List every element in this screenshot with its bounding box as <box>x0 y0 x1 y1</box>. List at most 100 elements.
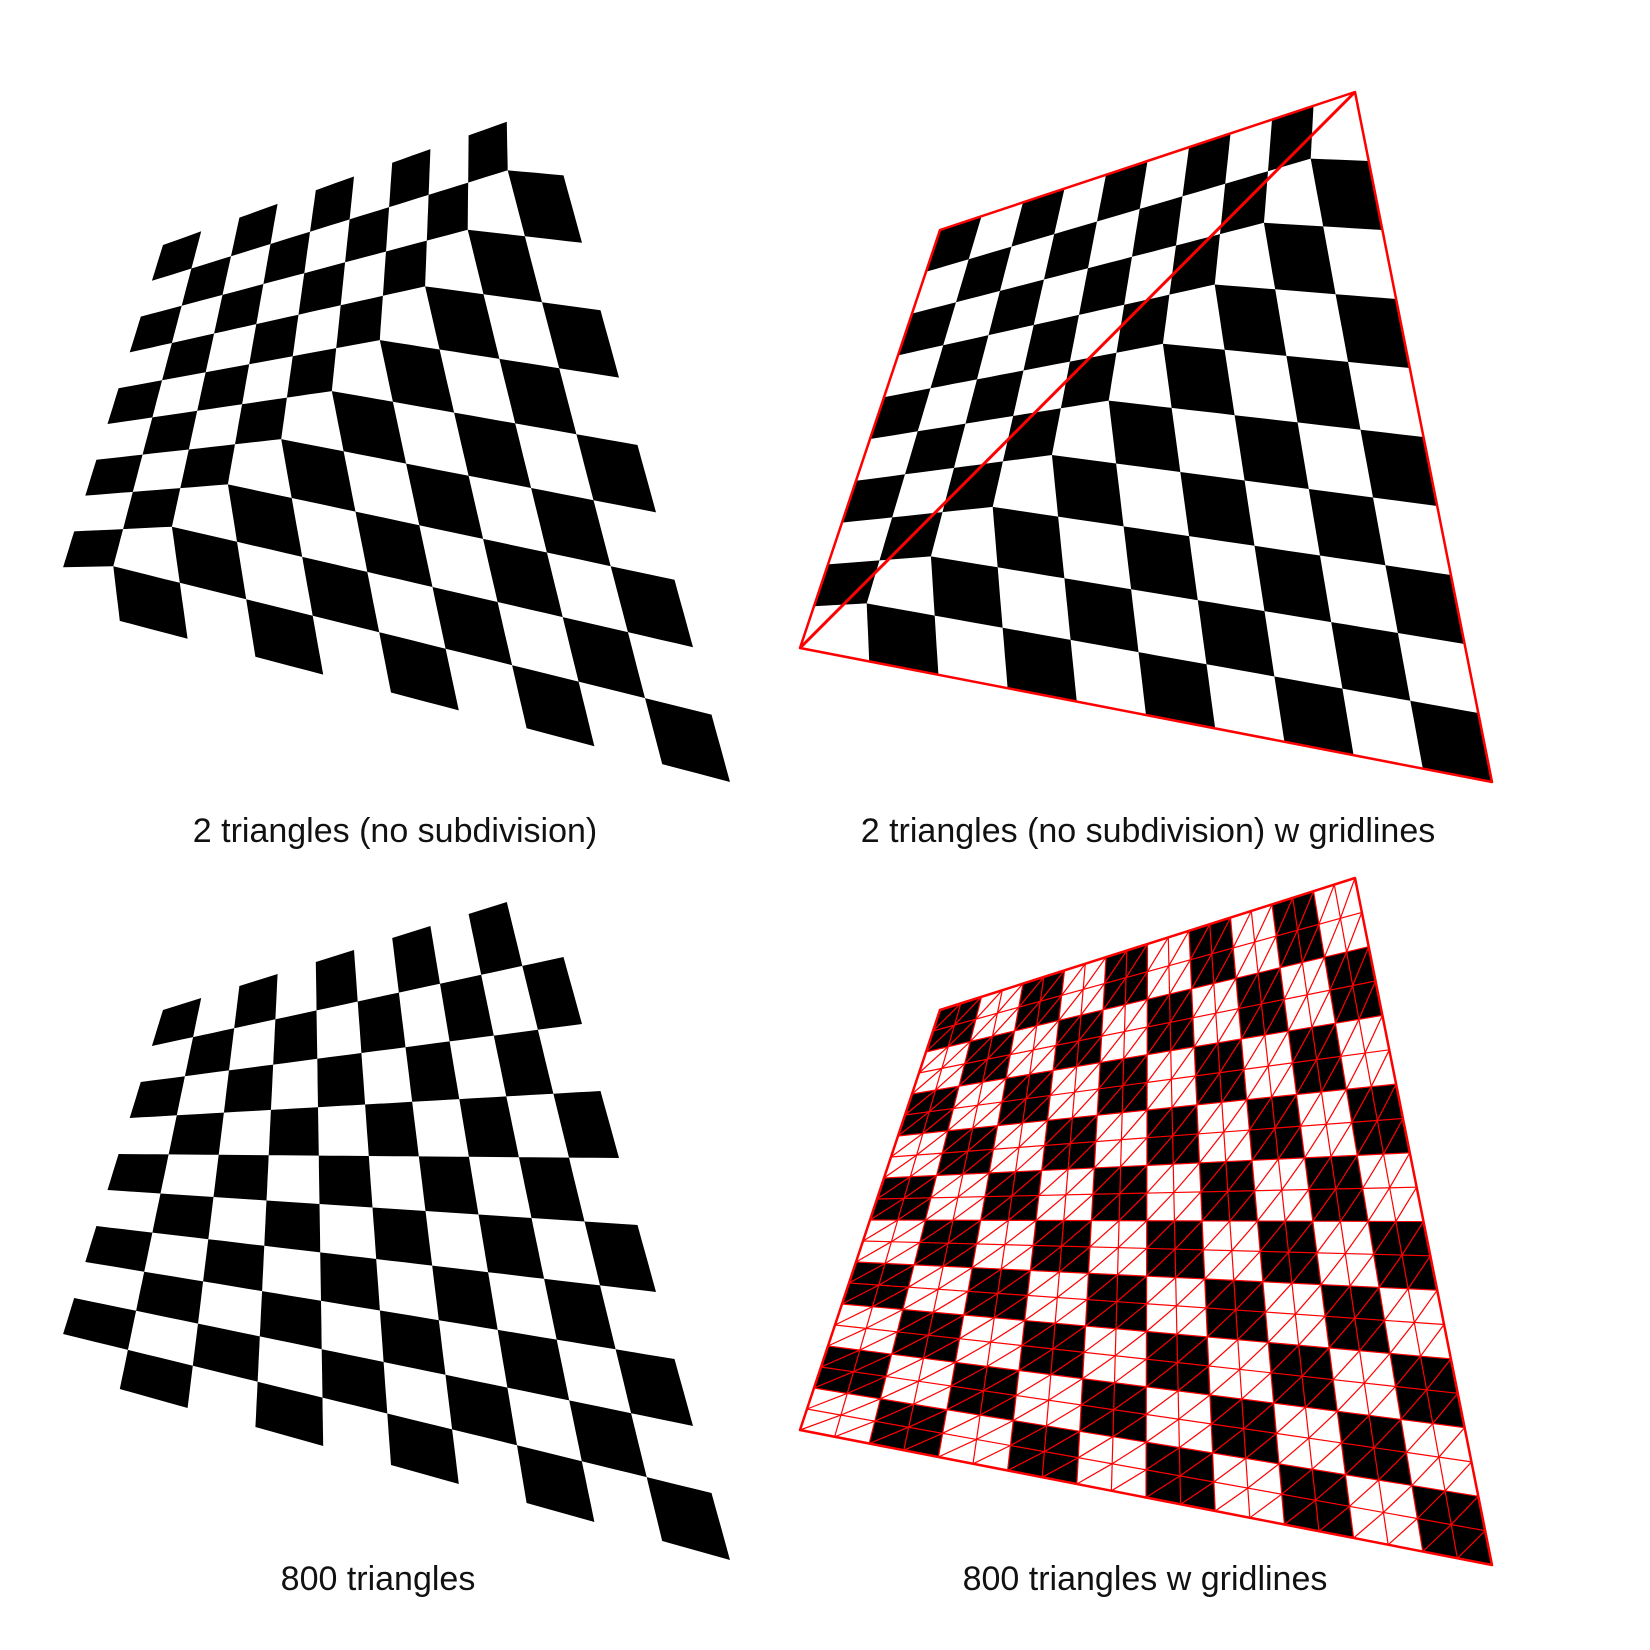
checker-square <box>992 506 1065 579</box>
grid-line-diagonal <box>1274 1094 1298 1129</box>
checker-square <box>1162 343 1235 416</box>
grid-line-diagonal <box>1027 1271 1060 1296</box>
grid-line-diagonal <box>1145 1418 1180 1443</box>
checker-square <box>1169 234 1220 295</box>
grid-line-diagonal <box>913 1242 949 1266</box>
grid-line-diagonal <box>1247 1463 1280 1489</box>
grid-line-diagonal <box>1146 1305 1177 1332</box>
grid-line-diagonal <box>1241 1372 1272 1400</box>
grid-line-diagonal <box>1145 1447 1180 1471</box>
grid-line-diagonal <box>1325 1089 1347 1125</box>
checker-square <box>406 463 484 539</box>
grid-line-diagonal <box>1400 1389 1428 1420</box>
grid-line-diagonal <box>1173 1162 1200 1193</box>
checker-square <box>905 423 966 475</box>
grid-line-diagonal <box>840 1398 881 1416</box>
grid-line-diagonal <box>1346 912 1363 953</box>
grid-line-diagonal <box>1044 1430 1080 1453</box>
checker-square <box>259 1291 322 1350</box>
grid-line-diagonal <box>1318 884 1335 925</box>
checker-square <box>184 1028 235 1077</box>
checker-square <box>645 698 730 782</box>
grid-line-diagonal <box>1172 1133 1199 1165</box>
grid-line-diagonal <box>1426 1358 1452 1391</box>
checker-square <box>302 556 380 633</box>
grid-line-diagonal <box>1013 1399 1049 1422</box>
grid-line-diagonal <box>1221 1068 1245 1103</box>
grid-line-diagonal <box>1210 1398 1243 1425</box>
checker-square <box>234 974 278 1029</box>
grid-line-diagonal <box>1270 1344 1300 1374</box>
grid-line-diagonal <box>1024 1297 1058 1321</box>
checkerboard-800-triangles <box>63 902 730 1560</box>
grid-line-diagonal <box>1039 970 1065 1002</box>
grid-line-diagonal <box>1041 1143 1071 1171</box>
grid-line-diagonal <box>1104 950 1128 984</box>
grid-line-diagonal <box>1373 1221 1397 1255</box>
checker-square <box>497 1329 570 1401</box>
grid-line-diagonal <box>1223 1099 1248 1133</box>
panel-2-triangles <box>0 0 825 825</box>
grid-line-diagonal <box>1001 1073 1031 1103</box>
grid-line-diagonal <box>1179 1423 1212 1449</box>
grid-line-diagonal <box>967 1125 998 1152</box>
grid-line-diagonal <box>947 1018 977 1048</box>
grid-line-diagonal <box>1200 1161 1227 1193</box>
checker-square <box>231 203 278 257</box>
grid-line-diagonal <box>1121 1082 1148 1113</box>
grid-line-diagonal <box>1120 1137 1148 1168</box>
grid-line-diagonal <box>1275 1406 1306 1434</box>
checker-square <box>310 176 354 232</box>
grid-line-diagonal <box>1311 1442 1342 1470</box>
grid-line-diagonal <box>925 1196 959 1221</box>
grid-line-diagonal <box>1212 1428 1245 1454</box>
checker-square <box>214 284 264 334</box>
grid-line-diagonal <box>1058 989 1084 1021</box>
checker-square <box>1331 622 1411 701</box>
grid-line-diagonal <box>862 1219 899 1242</box>
grid-line-diagonal <box>904 1089 936 1116</box>
checker-square <box>1123 526 1198 601</box>
grid-line-diagonal <box>1082 1355 1116 1380</box>
grid-line-diagonal <box>941 1041 971 1069</box>
checker-square <box>542 302 619 378</box>
grid-line-diagonal <box>1235 941 1256 979</box>
grid-line-diagonal <box>1411 1456 1440 1486</box>
checker-square <box>1023 314 1079 371</box>
checker-square <box>531 488 611 567</box>
grid-line-diagonal <box>1378 1452 1407 1481</box>
grid-line-diagonal <box>1271 1062 1293 1098</box>
grid-line-diagonal <box>1354 1287 1380 1319</box>
checker-square <box>432 1265 498 1330</box>
checker-square <box>387 1413 459 1484</box>
grid-line-diagonal <box>1178 1394 1211 1420</box>
grid-line-diagonal <box>1204 1250 1233 1280</box>
grid-line-diagonal <box>1217 1008 1240 1044</box>
grid-line-diagonal <box>1146 1220 1175 1249</box>
caption-2-triangles: 2 triangles (no subdivision) <box>192 812 598 850</box>
grid-line-diagonal <box>1395 1355 1421 1387</box>
grid-line-diagonal <box>1146 937 1169 973</box>
grid-line-diagonal <box>1061 963 1086 996</box>
grid-line-diagonal <box>1384 1288 1409 1321</box>
grid-line-diagonal <box>1018 1119 1048 1148</box>
grid-line-diagonal <box>1000 1245 1034 1270</box>
grid-line-diagonal <box>1146 1163 1174 1194</box>
grid-line-diagonal <box>1339 877 1356 919</box>
grid-line-diagonal <box>1444 1461 1472 1492</box>
grid-line-diagonal <box>1180 1481 1215 1505</box>
checker-square <box>1002 408 1061 462</box>
checker-square <box>203 1239 265 1292</box>
grid-line-diagonal <box>1257 935 1277 974</box>
caption-800-triangles: 800 triangles <box>280 1560 476 1598</box>
grid-line-diagonal <box>1214 1487 1249 1512</box>
grid-line-diagonal <box>1171 1075 1196 1108</box>
checker-square <box>1214 284 1287 356</box>
grid-line-diagonal <box>911 1067 943 1095</box>
grid-line-diagonal <box>853 1353 892 1373</box>
checker-square <box>517 1445 595 1522</box>
grid-line-diagonal <box>1364 1015 1383 1054</box>
grid-line-diagonal <box>909 1152 943 1178</box>
checker-square <box>467 229 542 303</box>
